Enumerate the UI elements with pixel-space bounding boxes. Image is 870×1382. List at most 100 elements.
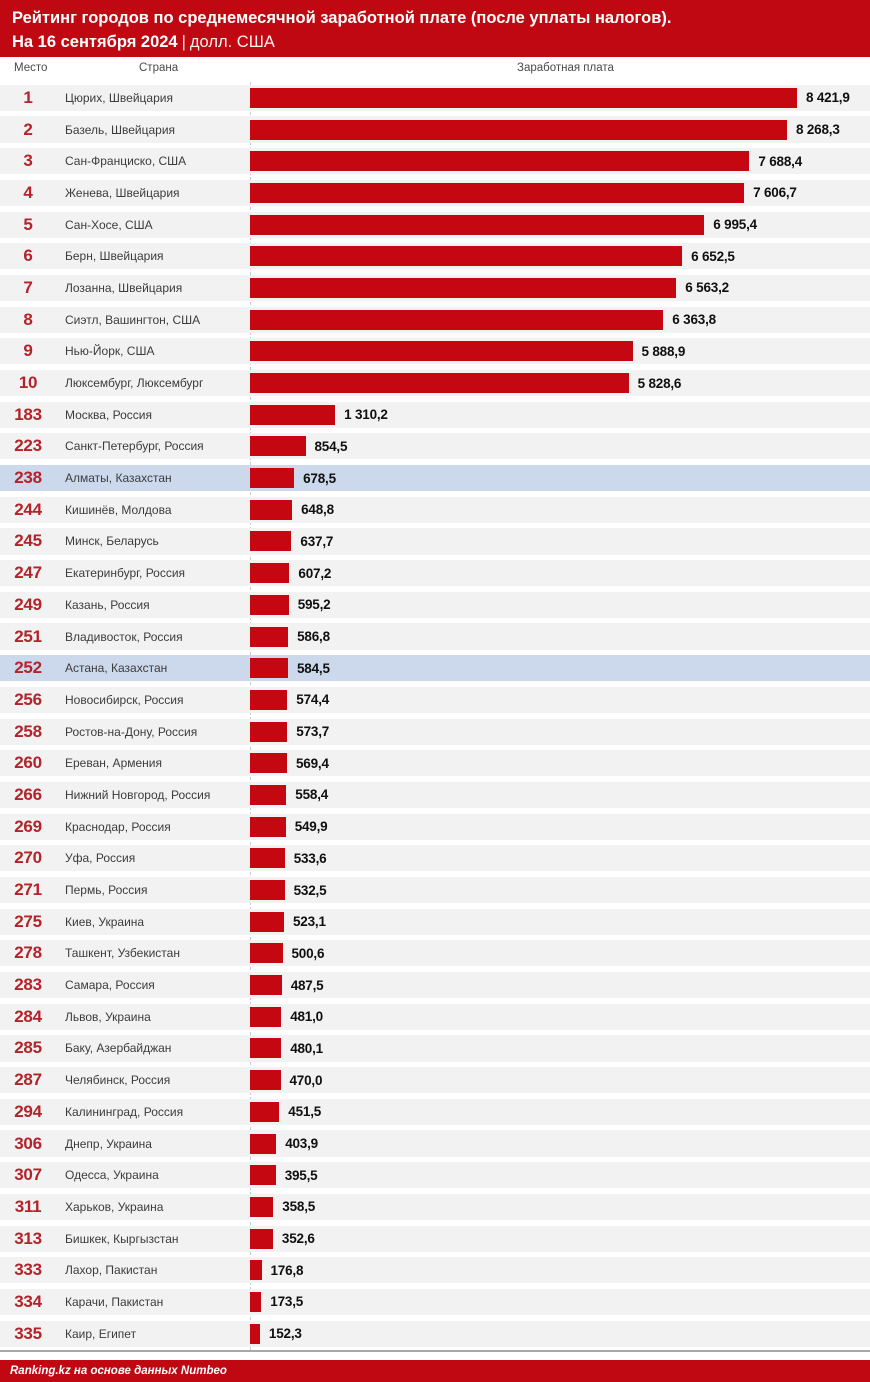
salary-value: 395,5 [284,1167,318,1183]
table-row: 271 Пермь, Россия 532,5 [0,874,870,906]
table-row: 5 Сан-Хосе, США 6 995,4 [0,209,870,241]
column-header-rank: Место [14,62,48,74]
city-label: Кишинёв, Молдова [65,502,172,517]
city-label: Краснодар, Россия [65,819,171,834]
row-band: 311 Харьков, Украина 358,5 [0,1193,870,1220]
table-row: 285 Баку, Азербайджан 480,1 [0,1033,870,1065]
city-label: Цюрих, Швейцария [65,90,173,105]
salary-value: 533,6 [293,850,327,866]
row-band: 1 Цюрих, Швейцария 8 421,9 [0,84,870,111]
row-band: 223 Санкт-Петербург, Россия 854,5 [0,433,870,460]
table-row: 284 Львов, Украина 481,0 [0,1001,870,1033]
rank-label: 3 [23,151,33,171]
rank-label: 307 [14,1165,42,1185]
salary-bar [250,499,293,520]
salary-bar [250,1291,262,1312]
row-band: 3 Сан-Франциско, США 7 688,4 [0,148,870,175]
salary-bar [250,880,285,901]
bar-cell: 549,9 [250,814,870,840]
salary-value: 152,3 [268,1326,302,1342]
bar-cell: 586,8 [250,623,870,649]
baseline-dashed-line [250,82,251,1350]
salary-bar [250,753,287,774]
rank-label: 5 [23,214,33,234]
bar-cell: 358,5 [250,1194,870,1220]
table-row: 2 Базель, Швейцария 8 268,3 [0,114,870,146]
city-label: Сиэтл, Вашингтон, США [65,312,201,327]
bar-cell: 574,4 [250,687,870,713]
row-band: 245 Минск, Беларусь 637,7 [0,528,870,555]
rank-label: 287 [14,1070,42,1090]
rank-label: 278 [14,943,42,963]
bar-cell: 152,3 [250,1321,870,1347]
city-label: Сан-Франциско, США [65,154,187,169]
salary-bar [250,816,286,837]
row-band: 278 Ташкент, Узбекистан 500,6 [0,940,870,967]
rank-label: 311 [14,1196,42,1216]
salary-value: 358,5 [282,1199,316,1215]
rank-label: 251 [14,626,42,646]
column-header-row: Место Страна Заработная плата [0,57,870,82]
city-label: Екатеринбург, Россия [65,566,186,581]
city-label: Базель, Швейцария [65,122,176,137]
row-band: 270 Уфа, Россия 533,6 [0,845,870,872]
salary-bar [250,1038,282,1059]
rank-label: 333 [14,1260,42,1280]
city-label: Лозанна, Швейцария [65,280,183,295]
table-row: 333 Лахор, Пакистан 176,8 [0,1254,870,1286]
row-band: 258 Ростов-на-Дону, Россия 573,7 [0,718,870,745]
bar-cell: 481,0 [250,1004,870,1030]
salary-value: 173,5 [270,1294,304,1310]
table-row: 6 Берн, Швейцария 6 652,5 [0,240,870,272]
city-label: Львов, Украина [65,1009,151,1024]
city-label: Владивосток, Россия [65,629,183,644]
salary-value: 6 363,8 [672,312,716,328]
bar-cell: 607,2 [250,560,870,586]
salary-bar [250,1133,277,1154]
salary-bar [250,468,295,489]
city-label: Самара, Россия [65,978,155,993]
table-row: 7 Лозанна, Швейцария 6 563,2 [0,272,870,304]
city-label: Уфа, Россия [65,851,136,866]
bar-cell: 470,0 [250,1067,870,1093]
salary-bar [250,943,283,964]
table-row: 278 Ташкент, Узбекистан 500,6 [0,938,870,970]
city-label: Нью-Йорк, США [65,344,155,359]
salary-bar [250,626,289,647]
table-row: 260 Ереван, Армения 569,4 [0,747,870,779]
city-label: Новосибирск, Россия [65,692,184,707]
city-label: Санкт-Петербург, Россия [65,439,204,454]
salary-value: 595,2 [297,597,331,613]
city-label: Каир, Египет [65,1326,137,1341]
rank-label: 294 [14,1101,42,1121]
rank-label: 260 [14,753,42,773]
salary-value: 6 563,2 [685,280,729,296]
row-band: 269 Краснодар, Россия 549,9 [0,813,870,840]
table-row: 8 Сиэтл, Вашингтон, США 6 363,8 [0,304,870,336]
bar-cell: 352,6 [250,1226,870,1252]
row-band: 283 Самара, Россия 487,5 [0,972,870,999]
bar-cell: 6 363,8 [250,307,870,333]
bar-cell: 403,9 [250,1130,870,1156]
salary-value: 403,9 [285,1136,318,1152]
row-band: 307 Одесса, Украина 395,5 [0,1162,870,1189]
bar-cell: 500,6 [250,940,870,966]
bar-cell: 532,5 [250,877,870,903]
row-band: 333 Лахор, Пакистан 176,8 [0,1257,870,1284]
salary-bar [250,689,288,710]
salary-value: 607,2 [298,565,332,581]
salary-value: 523,1 [293,914,326,930]
salary-bar [250,373,629,394]
table-row: 247 Екатеринбург, Россия 607,2 [0,557,870,589]
bar-cell: 6 995,4 [250,212,870,238]
table-row: 307 Одесса, Украина 395,5 [0,1159,870,1191]
rank-label: 238 [14,468,42,488]
row-band: 10 Люксембург, Люксембург 5 828,6 [0,369,870,397]
salary-bar [250,911,284,932]
city-label: Нижний Новгород, Россия [65,787,211,802]
ranking-table: 1 Цюрих, Швейцария 8 421,9 2 Базель, Швейцар… [0,82,870,1350]
city-label: Ростов-на-Дону, Россия [65,724,198,739]
rank-label: 1 [23,87,33,107]
table-row: 9 Нью-Йорк, США 5 888,9 [0,336,870,368]
table-row: 10 Люксембург, Люксембург 5 828,6 [0,367,870,399]
